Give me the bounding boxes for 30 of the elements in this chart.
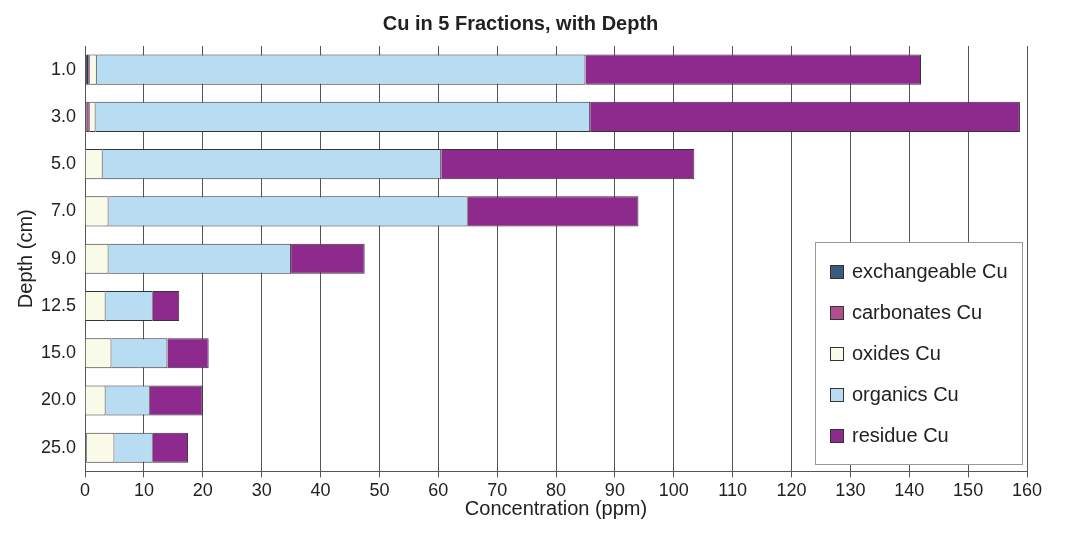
legend-label: carbonates Cu	[852, 301, 983, 325]
x-tick-label: 160	[1011, 480, 1043, 501]
y-tick-label: 25.0	[40, 436, 77, 457]
x-tick-label: 10	[133, 480, 154, 501]
y-tick-label: 15.0	[40, 342, 77, 363]
x-tick-label: 0	[80, 480, 91, 501]
x-tick-label: 100	[658, 480, 689, 501]
x-tick-label: 150	[953, 480, 984, 501]
x-tick-label: 130	[835, 480, 866, 501]
legend-label: organics Cu	[852, 383, 959, 407]
y-tick-label: 20.0	[40, 389, 77, 410]
y-tick-label: 5.0	[51, 153, 77, 174]
y-axis-title: Depth (cm)	[13, 209, 36, 309]
x-tick-label: 30	[251, 480, 272, 501]
legend-label: exchangeable Cu	[852, 260, 1008, 284]
x-tick-label: 20	[192, 480, 213, 501]
x-tick-label: 120	[776, 480, 807, 501]
x-tick-label: 110	[718, 480, 747, 501]
legend-label: residue Cu	[852, 424, 949, 448]
x-tick-label: 40	[310, 480, 331, 501]
y-tick-label: 9.0	[51, 247, 77, 268]
y-tick-label: 12.5	[40, 294, 77, 315]
legend-label: oxides Cu	[852, 342, 941, 366]
x-tick-label: 50	[369, 480, 390, 501]
y-tick-label: 1.0	[51, 58, 77, 79]
y-tick-label: 3.0	[51, 105, 77, 126]
x-tick-label: 60	[428, 480, 449, 501]
y-tick-label: 7.0	[51, 200, 77, 221]
chart-title: Cu in 5 Fractions, with Depth	[382, 11, 659, 34]
x-tick-label: 140	[894, 480, 925, 501]
